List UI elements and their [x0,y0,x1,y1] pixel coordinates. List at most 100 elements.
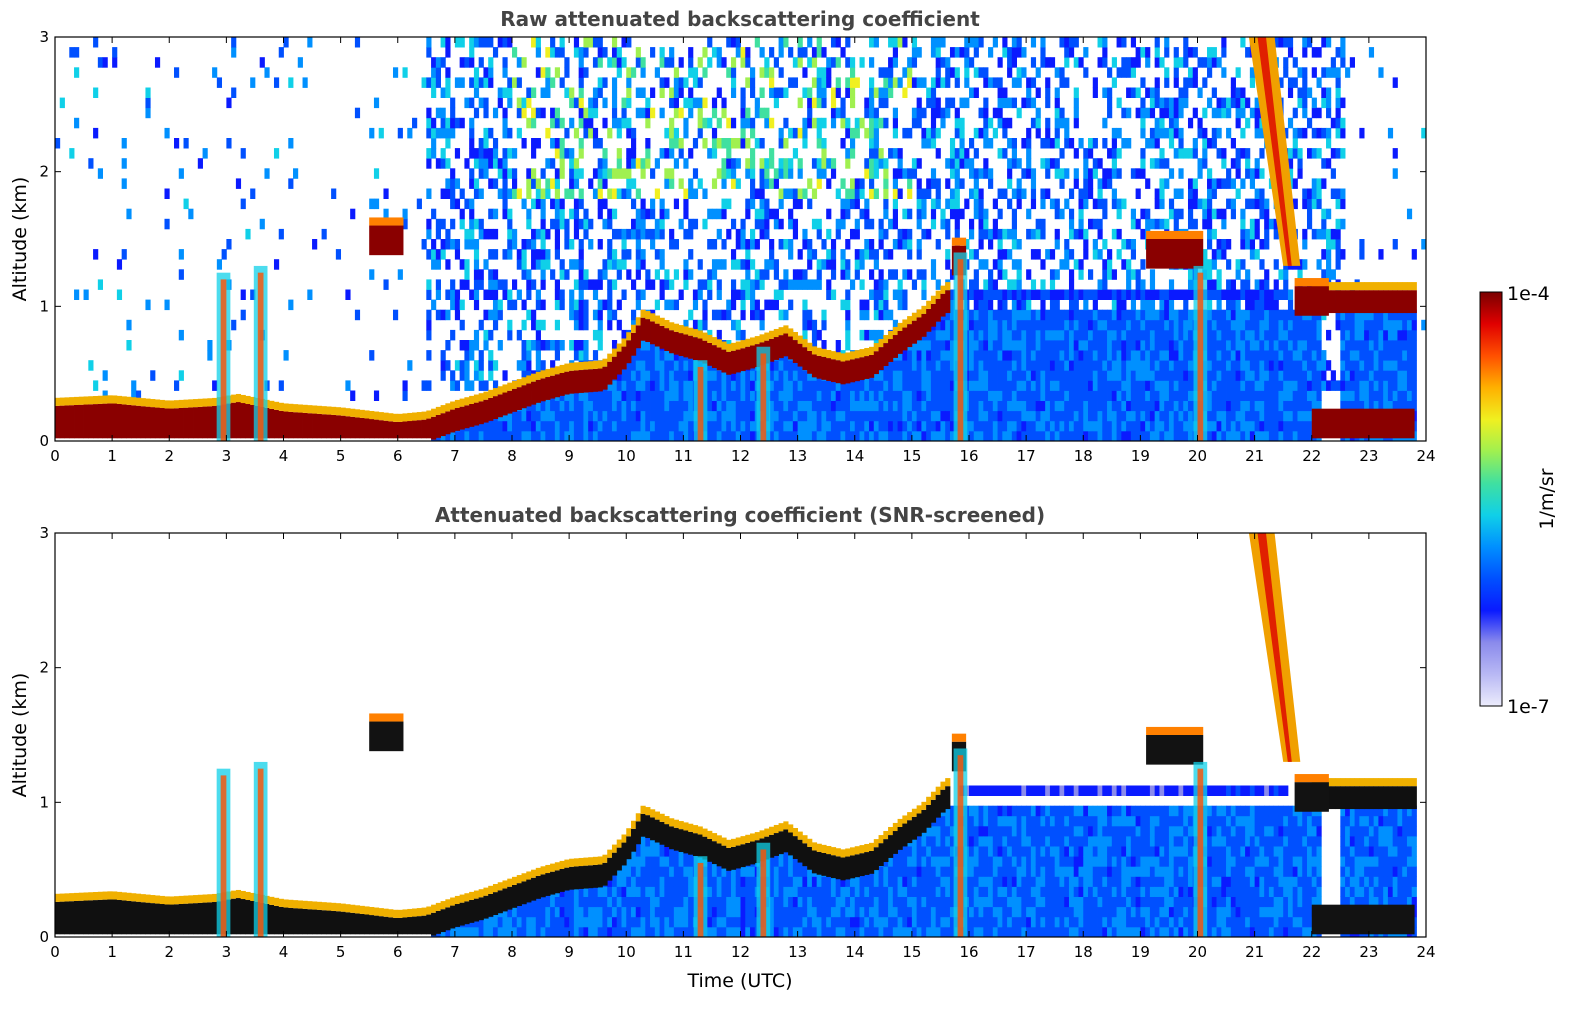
heatmap-cell [631,218,637,230]
heatmap-cell [1097,178,1103,189]
heatmap-cell [492,148,499,159]
heatmap-cell [721,239,727,250]
heatmap-cell [978,188,984,199]
heatmap-cell [1016,289,1022,300]
heatmap-cell [1107,370,1113,381]
heatmap-cell [1011,400,1017,412]
heatmap-cell [726,400,732,412]
heatmap-cell [778,127,784,139]
heatmap-cell [773,218,779,230]
heatmap-cell [635,299,641,311]
heatmap-cell [645,350,651,361]
heatmap-cell [1064,400,1070,412]
heatmap-cell [431,77,437,88]
heatmap-cell [845,309,851,321]
heatmap-cell [1268,380,1275,391]
heatmap-cell [683,127,689,139]
heatmap-cell [1207,309,1213,321]
heatmap-cell [969,158,975,169]
heatmap-cell [1240,239,1246,250]
heatmap-cell [426,218,432,230]
heatmap-cell [602,259,608,270]
heatmap-cell [1240,380,1246,391]
heatmap-cell [540,188,546,199]
heatmap-cell [1102,289,1108,300]
heatmap-cell [1149,158,1156,169]
heatmap-cell [1140,158,1146,169]
heatmap-cell [1026,208,1032,220]
heatmap-cell [1168,329,1175,341]
heatmap-cell [907,400,913,412]
heatmap-cell [526,178,532,189]
heatmap-cell [864,158,870,169]
heatmap-cell [1073,87,1079,98]
heatmap-cell [940,329,946,341]
heatmap-cell [502,127,508,139]
heatmap-cell [1078,410,1084,422]
heatmap-cell [1011,390,1017,401]
heatmap-cell [921,380,927,391]
heatmap-cell [488,350,494,361]
heatmap-cell [1340,127,1346,139]
heatmap-cell [1107,319,1113,331]
heatmap-cell [1016,158,1022,169]
heatmap-cell [792,370,799,381]
heatmap-cell [864,168,870,179]
heatmap-cell [1311,400,1317,412]
heatmap-cell [1268,329,1275,341]
heatmap-cell [1064,77,1070,88]
heatmap-cell [597,188,603,199]
heatmap-cell [540,420,546,432]
heatmap-cell [940,218,946,230]
heatmap-cell [1283,430,1289,441]
heatmap-cell [1054,117,1060,129]
heatmap-cell [1335,127,1341,139]
heatmap-cell [849,188,856,199]
heatmap-cell [1097,188,1103,199]
heatmap-cell [597,319,603,331]
heatmap-cell [607,420,613,432]
heatmap-cell [883,158,889,169]
heatmap-cell [773,299,779,311]
heatmap-cell [773,208,779,220]
heatmap-cell [678,148,684,159]
heatmap-cell [945,259,951,270]
heatmap-cell [1183,148,1189,159]
aerosol-layer-segment [250,404,256,439]
heatmap-cell [202,148,208,159]
heatmap-cell [616,67,622,78]
aerosol-layer-segment [235,402,242,439]
heatmap-cell [1011,259,1017,270]
heatmap-cell [1287,319,1294,331]
heatmap-cell [1168,138,1175,149]
heatmap-cell [1187,178,1194,189]
heatmap-cell [1159,188,1165,199]
heatmap-cell [1183,47,1189,58]
heatmap-cell [1007,168,1013,179]
heatmap-cell [1335,97,1341,109]
heatmap-cell [964,37,970,48]
heatmap-cell [1211,138,1217,149]
heatmap-cell [954,127,960,139]
heatmap-cell [1316,370,1322,381]
heatmap-cell [564,430,570,441]
heatmap-cell [1140,420,1146,432]
heatmap-cell [645,208,651,220]
heatmap-cell [554,239,560,250]
heatmap-cell [973,410,979,422]
heatmap-cell [1078,228,1084,240]
heatmap-cell [488,329,494,341]
heatmap-cell [1283,57,1289,68]
heatmap-cell [1130,430,1137,441]
heatmap-cell [769,158,775,169]
aerosol-layer-edge [193,399,199,408]
heatmap-cell [631,400,637,412]
heatmap-cell [1030,360,1037,371]
heatmap-cell [707,390,713,401]
heatmap-cell [1045,420,1051,432]
heatmap-cell [1097,390,1103,401]
heatmap-cell [607,289,613,300]
heatmap-cell [1402,380,1408,391]
heatmap-cell [1230,289,1236,300]
heatmap-cell [711,400,718,412]
